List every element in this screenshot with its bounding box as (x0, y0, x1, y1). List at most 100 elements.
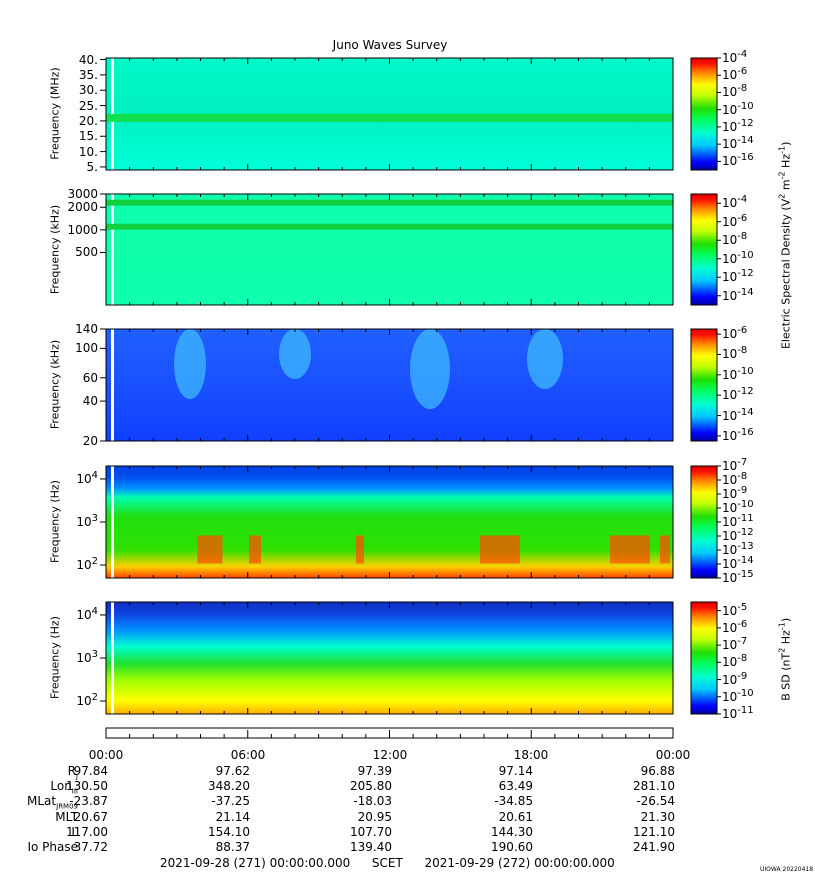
colorbar-tick-label: 10-11 (722, 513, 754, 529)
ephemeris-value: 88.37 (215, 840, 250, 854)
colorbar-tick-label: 10-8 (722, 231, 748, 248)
emission-patch (197, 535, 223, 564)
ephemeris-value: 21.30 (640, 809, 675, 824)
emission-patch (480, 535, 520, 564)
colorbar-tick-label: 10-14 (722, 135, 754, 152)
colorbar-2 (690, 193, 718, 306)
data-gap-stripe (111, 329, 114, 441)
time-tick-label: 00:00 (655, 748, 691, 762)
ephemeris-row-label: RJ (67, 764, 78, 781)
y-tick-label: 5. (86, 159, 98, 174)
ephemeris-value: 97.62 (215, 764, 250, 778)
y-tick-label: 40 (82, 394, 98, 409)
y-tick-label: 60 (82, 370, 98, 385)
ephemeris-row-label: MLT (55, 809, 78, 824)
ephemeris-value: 190.60 (491, 840, 533, 854)
footer-start: 2021-09-28 (271) 00:00:00.000 (160, 856, 351, 870)
emission-patch (527, 329, 563, 389)
ephemeris-value: 63.49 (498, 779, 533, 794)
y-tick-label: 103 (76, 513, 98, 529)
spectrogram-panel-2 (106, 194, 673, 305)
colorbar-tick-label: 10-10 (722, 687, 754, 704)
colorbar-tick-label: 10-6 (722, 66, 748, 83)
y-tick-label: 20 (82, 434, 98, 448)
y-tick-label: 10. (78, 144, 98, 159)
y-tick-label: 104 (76, 469, 98, 486)
colorbar-3 (690, 328, 718, 442)
time-tick-label: 06:00 (230, 748, 266, 762)
colorbar-tick-label: 10-5 (722, 601, 748, 618)
colorbar-tick-label: 10-13 (722, 541, 754, 557)
footer-end: 2021-09-29 (272) 00:00:00.000 (424, 856, 615, 870)
colorbar-tick-label: 10-16 (722, 426, 754, 443)
ephemeris-value: 281.10 (633, 779, 675, 794)
ephemeris-row-label: Io Phase (27, 840, 78, 854)
emission-band (106, 113, 673, 122)
ephemeris-value: 96.88 (640, 764, 675, 778)
colorbar-1 (690, 57, 718, 171)
ephemeris-value: 205.80 (350, 779, 392, 794)
colorbar-tick-label: 10-6 (722, 618, 748, 635)
uiowa-stamp: UIOWA 20220418 (760, 866, 814, 873)
footer-time-range: 2021-09-28 (271) 00:00:00.000 SCET 2021-… (160, 856, 615, 870)
y-axis-label: Frequency (Hz) (48, 616, 62, 699)
data-gap-stripe (111, 466, 114, 578)
ephemeris-value: 20.61 (498, 809, 533, 824)
ephemeris-value: -37.25 (211, 794, 250, 809)
emission-patch (356, 535, 364, 564)
time-tick-label: 12:00 (372, 748, 408, 762)
y-tick-label: 100 (75, 341, 98, 356)
time-tick-label: 18:00 (513, 748, 549, 762)
ephemeris-value: 348.20 (208, 779, 250, 794)
colorbar-tick-label: 10-14 (722, 406, 754, 423)
y-axis-label: Frequency (kHz) (48, 204, 62, 294)
colorbar-tick-label: 10-8 (722, 83, 748, 100)
ephemeris-value: 130.50 (66, 779, 108, 794)
ephemeris-value: 21.14 (215, 809, 250, 824)
y-tick-label: 140 (75, 322, 98, 336)
y-tick-label: 2000 (67, 200, 98, 215)
colorbar-tick-label: 10-9 (722, 485, 748, 501)
ephemeris-row-label: MLatJRM09 (27, 794, 78, 811)
y-axis-label: Frequency (Hz) (48, 480, 62, 563)
colorbar-tick-label: 10-12 (722, 268, 754, 285)
colorbar-tick-label: 10-10 (722, 365, 754, 382)
colorbar-tick-label: 10-7 (722, 636, 748, 653)
colorbar-tick-label: 10-8 (722, 345, 748, 362)
ephemeris-value: 20.67 (73, 809, 108, 824)
y-tick-label: 35. (78, 67, 98, 82)
emission-patch (610, 535, 650, 564)
ephemeris-value: 121.10 (633, 824, 675, 839)
y-axis-label: Frequency (MHz) (48, 67, 62, 160)
colorbar-tick-label: 10-11 (722, 705, 754, 721)
y-tick-label: 104 (76, 605, 98, 622)
emission-patch (660, 535, 670, 564)
ephemeris-value: 20.95 (357, 809, 392, 824)
ephemeris-value: -23.87 (69, 794, 108, 809)
emission-band (106, 223, 673, 230)
time-tick-label: 00:00 (88, 748, 124, 762)
y-tick-label: 3000 (67, 187, 98, 201)
emission-patch (410, 329, 450, 409)
spectrogram-panel-5 (106, 602, 673, 714)
emission-patch (174, 329, 206, 399)
ephemeris-value: -18.03 (353, 794, 392, 809)
y-tick-label: 40. (78, 52, 98, 67)
colorbar-5 (690, 601, 718, 715)
colorbar-tick-label: 10-7 (722, 457, 748, 473)
ephemeris-value: 139.40 (350, 840, 392, 854)
colorbar-tick-label: 10-14 (722, 286, 754, 303)
y-tick-label: 102 (76, 556, 98, 573)
y-tick-label: 20. (78, 113, 98, 128)
ephemeris-value: 144.30 (491, 824, 533, 839)
y-tick-label: 500 (75, 245, 98, 260)
colorbar-tick-label: 10-10 (722, 100, 754, 117)
ephemeris-value: 154.10 (208, 824, 250, 839)
colorbar-tick-label: 10-6 (722, 325, 748, 342)
y-tick-label: 102 (76, 692, 98, 709)
footer-scet: SCET (371, 856, 403, 870)
emission-patch (279, 329, 311, 379)
colorbar-tick-label: 10-15 (722, 569, 754, 585)
